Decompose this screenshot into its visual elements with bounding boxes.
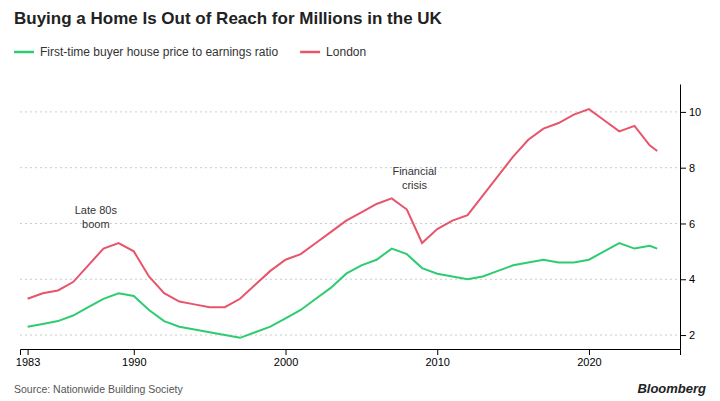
x-tick-label: 1983 [16, 356, 40, 368]
y-tick-label: 6 [689, 217, 695, 229]
x-tick-mark [589, 349, 590, 355]
legend-label: First-time buyer house price to earnings… [40, 45, 278, 59]
credit: Bloomberg [637, 381, 706, 396]
y-tick-label: 4 [689, 273, 695, 285]
grid-line [20, 279, 680, 280]
x-tick-label: 1990 [122, 356, 146, 368]
x-tick: 1983 [16, 349, 40, 368]
y-tick: 10 [680, 106, 701, 118]
annotations: Late 80s boom Financial crisis [75, 165, 437, 230]
grid-line [20, 335, 680, 336]
grid [20, 112, 680, 335]
y-tick-mark [680, 279, 686, 280]
x-tick-mark [286, 349, 287, 355]
x-tick-label: 2010 [425, 356, 449, 368]
x-tick: 2000 [274, 349, 298, 368]
lines [28, 109, 658, 338]
x-tick-label: 2000 [274, 356, 298, 368]
annotation: Late 80s boom [75, 204, 118, 230]
x-tick: 1990 [122, 349, 146, 368]
x-axis: 1983 1990 2000 2010 2020 [16, 349, 681, 368]
legend-item: First-time buyer house price to earnings… [14, 45, 278, 59]
x-tick-mark [134, 349, 135, 355]
plot: 1983 1990 2000 2010 2020 2 4 6 8 10 Late 80s boom Fi… [16, 85, 701, 368]
grid-line [20, 167, 680, 168]
y-tick: 8 [680, 162, 695, 174]
y-axis: 2 4 6 8 10 [680, 85, 701, 350]
legend-item: London [300, 45, 366, 59]
x-tick-mark [28, 349, 29, 355]
annotation: Financial crisis [392, 165, 436, 191]
y-tick: 2 [680, 329, 695, 341]
annotation-line: boom [82, 218, 110, 230]
series-line [28, 109, 658, 307]
legend-label: London [326, 45, 366, 59]
y-tick-label: 10 [689, 106, 701, 118]
grid-line [20, 223, 680, 224]
legend: First-time buyer house price to earnings… [14, 45, 366, 59]
x-tick: 2020 [577, 349, 601, 368]
x-tick-label: 2020 [577, 356, 601, 368]
y-tick-label: 2 [689, 329, 695, 341]
annotation-line: Late 80s [75, 204, 118, 216]
y-tick: 4 [680, 273, 695, 285]
title: Buying a Home Is Out of Reach for Millio… [14, 9, 443, 28]
x-tick: 2010 [425, 349, 449, 368]
x-tick-mark [437, 349, 438, 355]
series-line [28, 243, 658, 338]
annotation-line: Financial [392, 165, 436, 177]
y-axis-line [680, 85, 681, 350]
source: Source: Nationwide Building Society [14, 383, 183, 395]
y-tick-mark [680, 223, 686, 224]
legend-swatch [14, 51, 34, 54]
y-tick-mark [680, 112, 686, 113]
x-axis-line [21, 350, 681, 356]
legend-swatch [300, 51, 320, 54]
annotation-line: crisis [402, 179, 428, 191]
chart: Buying a Home Is Out of Reach for Millio… [0, 0, 720, 401]
y-tick-label: 8 [689, 162, 695, 174]
y-tick-mark [680, 335, 686, 336]
y-tick: 6 [680, 217, 695, 229]
y-tick-mark [680, 168, 686, 169]
